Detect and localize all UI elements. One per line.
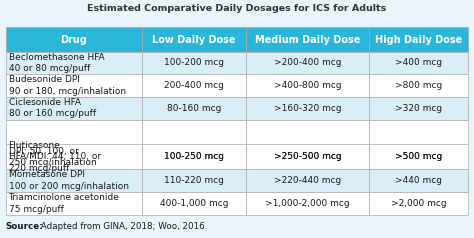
- Text: High Daily Dose: High Daily Dose: [375, 35, 462, 45]
- Text: Ciclesonide HFA
80 or 160 mcg/puff: Ciclesonide HFA 80 or 160 mcg/puff: [9, 98, 96, 119]
- Text: >800 mcg: >800 mcg: [395, 81, 442, 90]
- Text: >440 mcg: >440 mcg: [395, 176, 442, 185]
- Bar: [6, 27, 142, 52]
- Bar: [6, 97, 142, 119]
- Text: 100-250 mcg: 100-250 mcg: [164, 152, 224, 161]
- Text: 400-1,000 mcg: 400-1,000 mcg: [160, 199, 228, 208]
- Text: DPI: 50, 100, or
250 mcg/inhalation: DPI: 50, 100, or 250 mcg/inhalation: [9, 147, 96, 167]
- Text: Fluticasone
HFA/MDI: 44, 110, or
220 mcg/puff: Fluticasone HFA/MDI: 44, 110, or 220 mcg…: [9, 141, 100, 173]
- Bar: [6, 119, 142, 169]
- Bar: [142, 74, 246, 97]
- Bar: [6, 52, 142, 74]
- Bar: [142, 27, 246, 52]
- Text: Estimated Comparative Daily Dosages for ICS for Adults: Estimated Comparative Daily Dosages for …: [87, 4, 387, 13]
- Bar: [369, 192, 468, 215]
- Text: >220-440 mcg: >220-440 mcg: [274, 176, 341, 185]
- Bar: [246, 52, 369, 74]
- Bar: [246, 119, 369, 169]
- Text: >250-500 mcg: >250-500 mcg: [274, 152, 341, 161]
- Text: Budesonide DPI
90 or 180, mcg/inhalation: Budesonide DPI 90 or 180, mcg/inhalation: [9, 75, 126, 96]
- Text: 80-160 mcg: 80-160 mcg: [167, 104, 221, 113]
- Bar: [369, 52, 468, 74]
- Bar: [246, 192, 369, 215]
- Text: >500 mcg: >500 mcg: [395, 152, 442, 161]
- Text: Mometasone DPI
100 or 200 mcg/inhalation: Mometasone DPI 100 or 200 mcg/inhalation: [9, 170, 128, 191]
- Text: Source:: Source:: [6, 222, 44, 231]
- Text: Beclomethasone HFA
40 or 80 mcg/puff: Beclomethasone HFA 40 or 80 mcg/puff: [9, 53, 104, 73]
- Bar: [6, 169, 142, 192]
- Text: 100-250 mcg: 100-250 mcg: [164, 152, 224, 161]
- Bar: [369, 169, 468, 192]
- Bar: [142, 192, 246, 215]
- Text: Medium Daily Dose: Medium Daily Dose: [255, 35, 360, 45]
- Text: >320 mcg: >320 mcg: [395, 104, 442, 113]
- Text: Adapted from GINA, 2018; Woo, 2016: Adapted from GINA, 2018; Woo, 2016: [38, 222, 205, 231]
- Text: Triamcinolone acetonide
75 mcg/puff: Triamcinolone acetonide 75 mcg/puff: [9, 193, 119, 213]
- Bar: [246, 74, 369, 97]
- Bar: [369, 27, 468, 52]
- Bar: [246, 169, 369, 192]
- Text: Drug: Drug: [61, 35, 87, 45]
- Bar: [246, 97, 369, 119]
- Text: >200-400 mcg: >200-400 mcg: [274, 59, 341, 67]
- Text: >500 mcg: >500 mcg: [395, 152, 442, 161]
- Text: 100-200 mcg: 100-200 mcg: [164, 59, 224, 67]
- Text: >400-800 mcg: >400-800 mcg: [274, 81, 341, 90]
- Bar: [6, 192, 142, 215]
- Text: >400 mcg: >400 mcg: [395, 59, 442, 67]
- Bar: [142, 169, 246, 192]
- Bar: [142, 119, 246, 169]
- Bar: [6, 74, 142, 97]
- Bar: [142, 97, 246, 119]
- Text: Low Daily Dose: Low Daily Dose: [153, 35, 236, 45]
- Bar: [369, 74, 468, 97]
- Text: 110-220 mcg: 110-220 mcg: [164, 176, 224, 185]
- Text: >1,000-2,000 mcg: >1,000-2,000 mcg: [265, 199, 350, 208]
- Text: 200-400 mcg: 200-400 mcg: [164, 81, 224, 90]
- Text: >2,000 mcg: >2,000 mcg: [391, 199, 447, 208]
- Bar: [369, 119, 468, 169]
- Bar: [142, 52, 246, 74]
- Text: >160-320 mcg: >160-320 mcg: [274, 104, 341, 113]
- Text: >250-500 mcg: >250-500 mcg: [274, 152, 341, 161]
- Bar: [369, 97, 468, 119]
- Bar: [246, 27, 369, 52]
